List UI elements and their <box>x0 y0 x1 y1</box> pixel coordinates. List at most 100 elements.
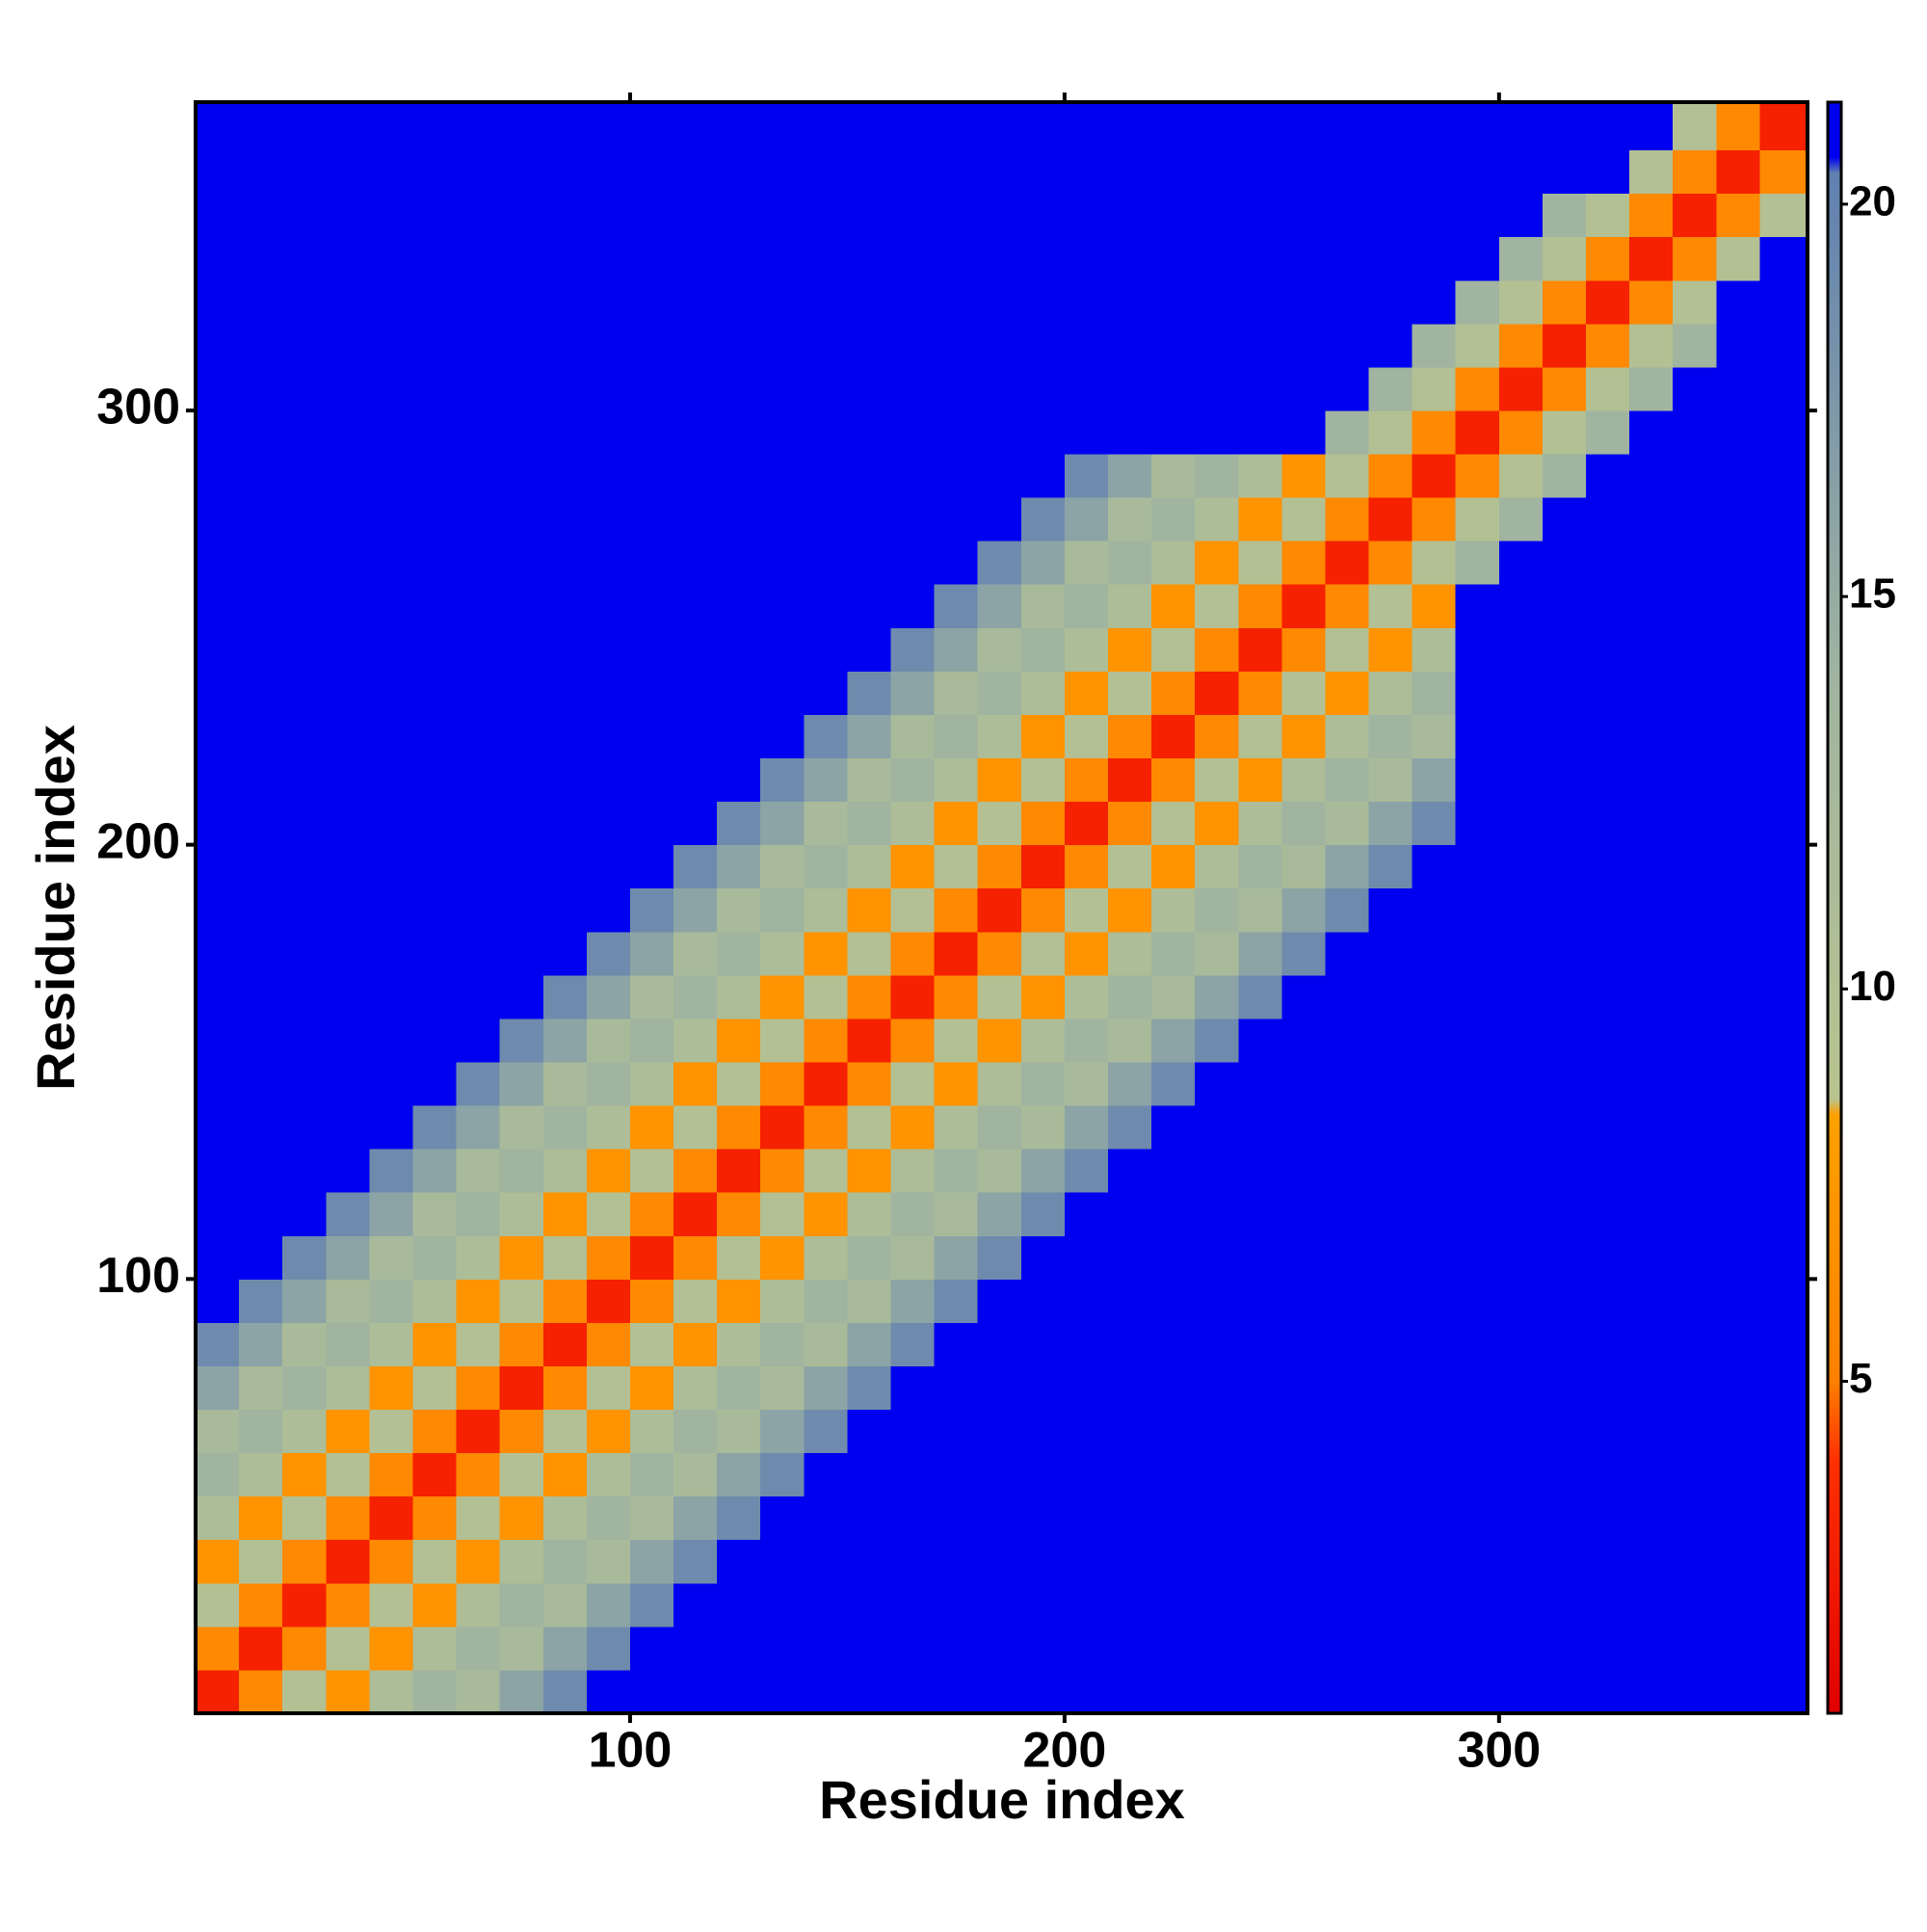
heatmap-cell <box>717 627 761 672</box>
heatmap-cell <box>1759 584 1808 628</box>
heatmap-cell <box>1412 974 1457 1019</box>
heatmap-cell <box>1586 974 1630 1019</box>
heatmap-cell <box>890 279 936 325</box>
heatmap-cell <box>586 974 631 1019</box>
heatmap-cell <box>1586 541 1630 585</box>
heatmap-cell <box>760 236 805 281</box>
heatmap-cell <box>196 757 240 803</box>
heatmap-cell <box>760 757 805 803</box>
heatmap-cell <box>1716 102 1760 151</box>
heatmap-cell <box>1455 279 1500 325</box>
heatmap-cell <box>1107 887 1152 933</box>
heatmap-cell <box>629 1018 674 1063</box>
heatmap-cell <box>1542 1539 1587 1584</box>
heatmap-cell <box>1542 1192 1587 1236</box>
heatmap-cell <box>847 279 892 325</box>
heatmap-cell <box>326 627 370 672</box>
heatmap-cell <box>369 410 413 455</box>
heatmap-cell <box>499 627 544 672</box>
heatmap-cell <box>369 1669 413 1714</box>
heatmap-cell <box>282 1322 327 1366</box>
heatmap-cell <box>239 1322 283 1366</box>
heatmap-cell <box>586 627 631 672</box>
heatmap-cell <box>1542 279 1587 325</box>
heatmap-cell <box>499 323 544 368</box>
heatmap-cell <box>326 497 370 542</box>
heatmap-cell <box>629 193 674 238</box>
heatmap-cell <box>1020 323 1066 368</box>
heatmap-cell <box>412 714 458 759</box>
heatmap-cell <box>1673 1192 1717 1236</box>
heatmap-cell <box>760 931 805 976</box>
heatmap-cell <box>847 1192 892 1236</box>
heatmap-cell <box>282 1669 327 1714</box>
heatmap-cell <box>1064 757 1109 803</box>
heatmap-cell <box>196 1669 240 1714</box>
heatmap-cell <box>717 410 761 455</box>
heatmap-cell <box>1412 627 1457 672</box>
heatmap-cell <box>1107 454 1152 498</box>
heatmap-cell <box>1195 671 1239 715</box>
heatmap-cell <box>1064 1061 1109 1106</box>
heatmap-cell <box>239 1582 283 1628</box>
heatmap-cell <box>804 149 848 195</box>
heatmap-cell <box>369 1061 413 1106</box>
heatmap-cell <box>412 454 458 498</box>
heatmap-cell <box>499 887 544 933</box>
heatmap-cell <box>1629 1018 1674 1063</box>
heatmap-cell <box>456 1192 501 1236</box>
heatmap-cell <box>1498 1322 1544 1366</box>
heatmap-cell <box>760 279 805 325</box>
heatmap-cell <box>890 410 936 455</box>
heatmap-cell <box>1107 1626 1152 1671</box>
heatmap-cell <box>282 757 327 803</box>
heatmap-cell <box>326 1452 370 1497</box>
heatmap-cell <box>542 1192 588 1236</box>
heatmap-cell <box>890 1235 936 1280</box>
heatmap-cell <box>1368 584 1413 628</box>
heatmap-cell <box>1759 1322 1808 1366</box>
heatmap-cell <box>1629 1105 1674 1150</box>
heatmap-cell <box>1455 410 1500 455</box>
heatmap-cell <box>1542 1452 1587 1497</box>
heatmap-cell <box>282 1409 327 1454</box>
heatmap-cell <box>586 1279 631 1323</box>
heatmap-cell <box>542 454 588 498</box>
heatmap-cell <box>1455 627 1500 672</box>
heatmap-cell <box>1107 584 1152 628</box>
heatmap-cell <box>977 1495 1022 1541</box>
heatmap-cell <box>1586 1192 1630 1236</box>
heatmap-cell <box>326 714 370 759</box>
heatmap-cell <box>586 844 631 889</box>
heatmap-cell <box>673 366 718 411</box>
heatmap-cell <box>934 410 979 455</box>
heatmap-cell <box>977 974 1022 1019</box>
heatmap-cell <box>196 1495 240 1541</box>
heatmap-cell <box>412 193 458 238</box>
heatmap-cell <box>542 236 588 281</box>
heatmap-cell <box>673 323 718 368</box>
heatmap-cell <box>1455 801 1500 846</box>
heatmap-cell <box>1759 279 1808 325</box>
heatmap-cell <box>1064 1105 1109 1150</box>
heatmap-cell <box>1368 541 1413 585</box>
heatmap-cell <box>412 1279 458 1323</box>
heatmap-cell <box>673 974 718 1019</box>
heatmap-cell <box>1107 1539 1152 1584</box>
heatmap-cell <box>977 1322 1022 1366</box>
heatmap-cell <box>847 671 892 715</box>
heatmap-cell <box>673 1669 718 1714</box>
heatmap-cell <box>1673 1539 1717 1584</box>
heatmap-cell <box>542 974 588 1019</box>
heatmap-cell <box>717 1452 761 1497</box>
heatmap-cell <box>1107 714 1152 759</box>
heatmap-cell <box>586 454 631 498</box>
heatmap-cell <box>196 410 240 455</box>
heatmap-cell <box>1629 366 1674 411</box>
heatmap-cell <box>1412 1626 1457 1671</box>
heatmap-cell <box>673 671 718 715</box>
heatmap-cell <box>1020 931 1066 976</box>
heatmap-cell <box>239 671 283 715</box>
heatmap-cell <box>239 1235 283 1280</box>
heatmap-cell <box>1759 1279 1808 1323</box>
